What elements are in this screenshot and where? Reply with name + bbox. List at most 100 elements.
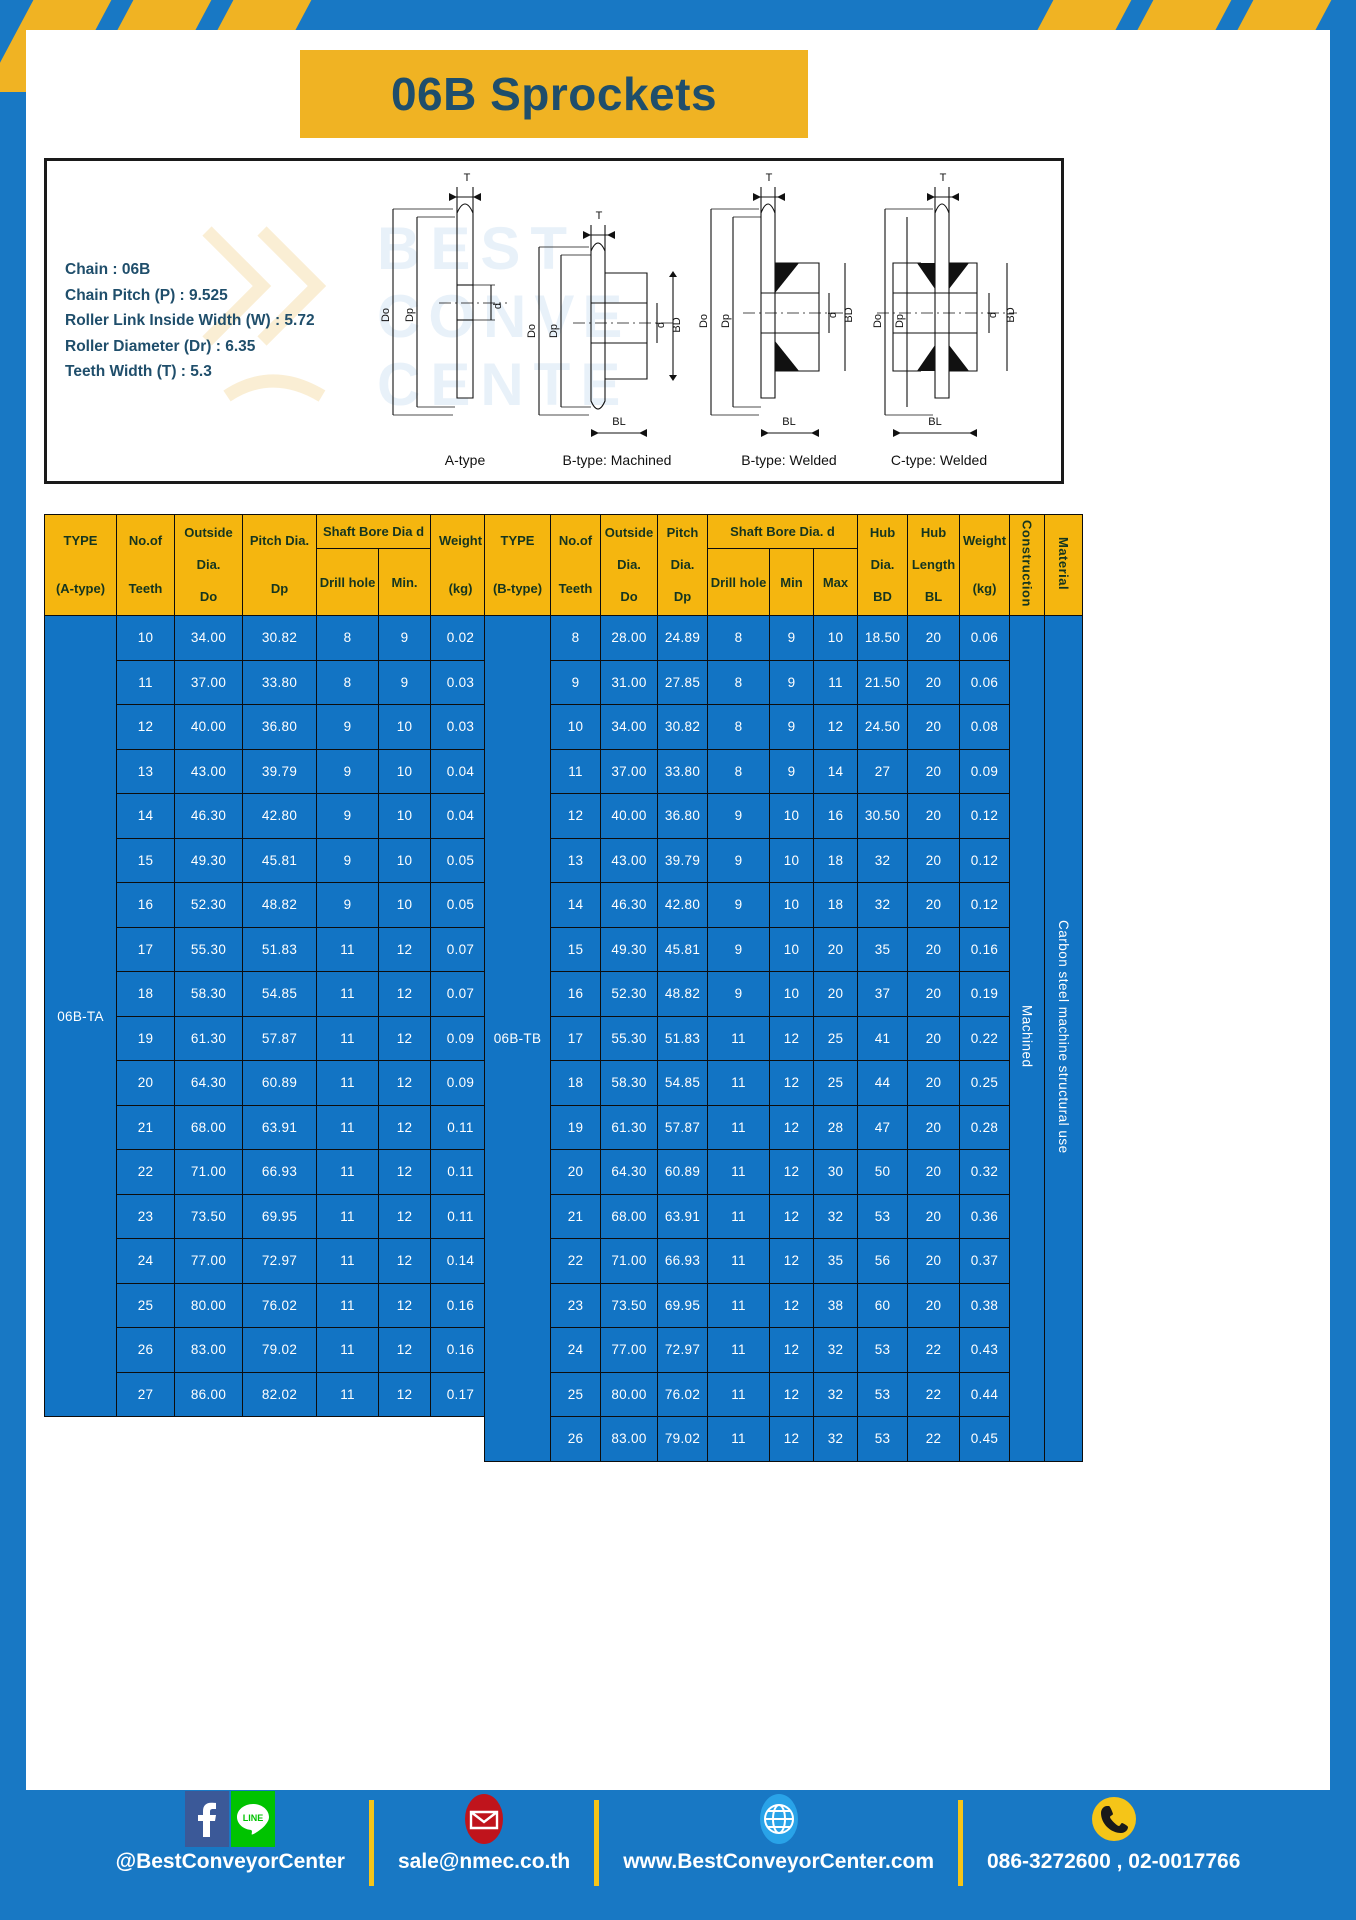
svg-text:B-type: Machined: B-type: Machined [563,452,672,468]
cell-value: 11 [707,1015,770,1061]
footer-divider [958,1800,963,1886]
sprocket-technical-drawings: T Do [380,172,1017,468]
cell-value: 11 [707,1060,770,1106]
th-max-b: Max [813,548,858,616]
table-row: 21 68.00 63.91 11 12 32 53 20 0.36 [485,1193,1083,1239]
cell-value: 11 [316,1149,379,1195]
table-a-type: TYPE (A-type) No.of Teeth Outside [44,514,491,1417]
cell-value: 49.30 [600,926,658,972]
th-type-main: TYPE [63,532,98,548]
cell-value: 73.50 [600,1282,658,1328]
svg-text:B-type: Welded: B-type: Welded [741,452,836,468]
svg-text:LINE: LINE [243,1813,264,1823]
cell-value: 0.08 [959,704,1010,750]
cell-value: 0.38 [959,1282,1010,1328]
cell-value: 12 [769,1193,814,1239]
cell-value: 20 [907,1015,960,1061]
cell-value: 58.30 [174,971,243,1017]
th-weight-main: Weight [438,532,483,548]
cell-value: 0.02 [430,615,491,661]
svg-text:A-type: A-type [445,452,486,468]
cell-value: 20 [907,837,960,883]
cell-value: 83.00 [174,1327,243,1373]
cell-value: 33.80 [242,659,317,705]
email-address[interactable]: sale@nmec.co.th [397,1850,571,1873]
cell-value: 12 [378,1193,431,1239]
cell-value: 10 [378,793,431,839]
cell-value: 11 [707,1238,770,1284]
th-teeth-b: No.of Teeth [550,514,601,616]
cell-value: 79.02 [657,1416,708,1462]
line-icon[interactable]: LINE [231,1791,276,1847]
page-title: 06B Sprockets [390,68,718,120]
cell-value: 72.97 [242,1238,317,1284]
footer-social-group[interactable]: LINE @BestConveyorCenter [102,1790,359,1874]
cell-value: 11 [707,1416,770,1462]
svg-text:T: T [940,172,947,184]
svg-text:d: d [987,312,999,318]
cell-value: 17 [116,926,175,972]
cell-value: 22 [907,1327,960,1373]
cell-value: 37.00 [600,748,658,794]
cell-value: 34.00 [174,615,243,661]
th-weight-b: Weight (kg) [959,514,1010,616]
cell-value: 26 [116,1327,175,1373]
cell-value: 11 [116,659,175,705]
svg-text:BD: BD [843,307,855,322]
cell-value: 14 [550,882,601,928]
cell-value: 53 [857,1416,908,1462]
th-bore-group: Shaft Bore Dia d [316,514,431,549]
footer-email-group[interactable]: sale@nmec.co.th [384,1790,584,1874]
cell-value: 55.30 [600,1015,658,1061]
cell-value: 0.12 [959,793,1010,839]
cell-value: 20 [907,748,960,794]
cell-value: 63.91 [657,1193,708,1239]
cell-value: 0.04 [430,748,491,794]
cell-value: 12 [769,1282,814,1328]
cell-value: 66.93 [242,1149,317,1195]
cell-value: 82.02 [242,1371,317,1417]
cell-value: 11 [316,1282,379,1328]
phone-numbers[interactable]: 086-3272600 , 02-0017766 [987,1850,1241,1873]
cell-value: 43.00 [600,837,658,883]
facebook-handle[interactable]: @BestConveyorCenter [115,1850,345,1873]
cell-value: 10 [769,926,814,972]
cell-value: 12 [378,1238,431,1284]
cell-construction: Machined [1009,615,1045,1462]
cell-value: 12 [769,1371,814,1417]
cell-value: 0.11 [430,1149,491,1195]
th-hub-len-symbol: BL [924,588,943,604]
svg-text:d: d [827,312,839,318]
table-row: 26 83.00 79.02 11 12 32 53 22 0.45 [485,1416,1083,1462]
cell-value: 18 [813,882,858,928]
th-pd-main: Pitch Dia. [249,532,310,548]
cell-value: 55.30 [174,926,243,972]
cell-value: 11 [707,1371,770,1417]
cell-value: 12 [378,926,431,972]
cell-value: 12 [378,1149,431,1195]
cell-value: 9 [769,615,814,661]
footer-website-group[interactable]: www.BestConveyorCenter.com [609,1790,948,1874]
cell-value: 11 [707,1282,770,1328]
cell-value: 11 [707,1327,770,1373]
cell-value: 0.22 [959,1015,1010,1061]
cell-value: 63.91 [242,1104,317,1150]
th-teeth-b-sub: Teeth [558,580,593,596]
th-min: Min. [378,548,431,616]
cell-value: 9 [378,659,431,705]
cell-value: 18 [550,1060,601,1106]
website-url[interactable]: www.BestConveyorCenter.com [623,1850,934,1873]
cell-value: 12 [116,704,175,750]
svg-text:T: T [596,210,603,222]
th-teeth: No.of Teeth [116,514,175,616]
cell-value: 20 [550,1149,601,1195]
cell-value: 30.50 [857,793,908,839]
cell-value: 15 [116,837,175,883]
svg-text:BL: BL [782,416,795,428]
th-teeth-main: No.of [128,532,163,548]
th-pd-b-main: Pitch [666,524,699,540]
cell-value: 8 [707,659,770,705]
footer-phone-group[interactable]: 086-3272600 , 02-0017766 [973,1790,1254,1874]
facebook-icon[interactable] [185,1791,230,1847]
cell-value: 0.44 [959,1371,1010,1417]
